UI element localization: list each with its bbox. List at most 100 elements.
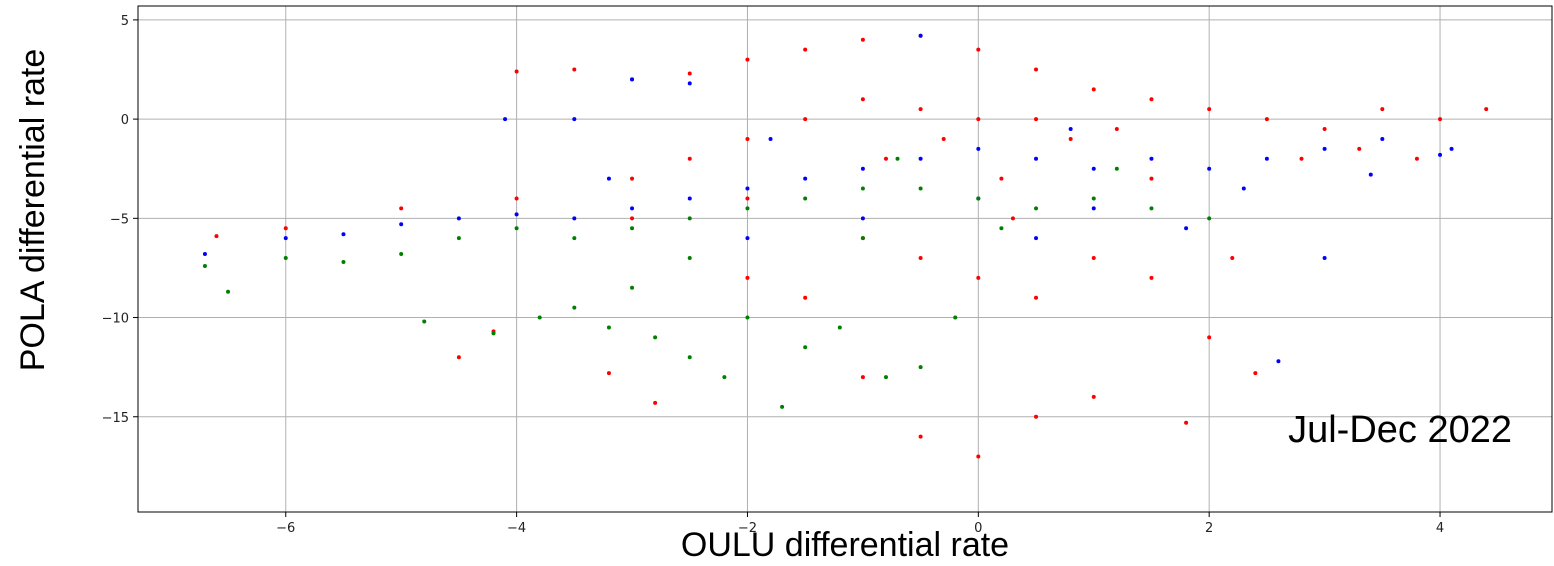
point — [202, 263, 207, 268]
points — [202, 33, 1489, 459]
point — [918, 256, 923, 261]
point — [514, 212, 519, 217]
point — [1253, 371, 1258, 376]
point — [722, 375, 727, 380]
point — [1149, 97, 1154, 102]
point — [976, 47, 981, 52]
x-tick-label: 0 — [974, 521, 982, 536]
point — [780, 404, 785, 409]
x-axis-label: OULU differential rate — [681, 526, 1009, 564]
point — [1091, 256, 1096, 261]
point — [283, 226, 288, 231]
x-tick-label: 4 — [1436, 521, 1444, 536]
grid — [138, 6, 1552, 512]
point — [1207, 216, 1212, 221]
point — [1010, 216, 1015, 221]
point — [1149, 275, 1154, 280]
point — [1091, 206, 1096, 211]
point — [745, 196, 750, 201]
y-tick-label: −10 — [102, 312, 129, 327]
point — [1449, 146, 1454, 151]
point — [1207, 107, 1212, 112]
point — [1368, 172, 1373, 177]
point — [976, 454, 981, 459]
point — [745, 315, 750, 320]
point — [1438, 117, 1443, 122]
ticks: −6 −4 −2 0 2 4 5 0 −5 −10 −15 — [102, 14, 1445, 536]
point — [1438, 152, 1443, 157]
point — [1091, 196, 1096, 201]
point — [1241, 186, 1246, 191]
point — [687, 156, 692, 161]
point — [606, 371, 611, 376]
point — [1299, 156, 1304, 161]
point — [1068, 136, 1073, 141]
point — [1114, 166, 1119, 171]
point — [687, 71, 692, 76]
point — [768, 136, 773, 141]
point — [883, 156, 888, 161]
point — [1322, 127, 1327, 132]
point — [630, 216, 635, 221]
point — [572, 117, 577, 122]
plot-frame — [137, 5, 1553, 513]
point — [456, 216, 461, 221]
point — [687, 216, 692, 221]
point — [572, 67, 577, 72]
point — [630, 226, 635, 231]
point — [491, 331, 496, 336]
point — [860, 375, 865, 380]
point — [999, 176, 1004, 181]
x-tick-label: 2 — [1205, 521, 1213, 536]
x-tick-label: −6 — [276, 521, 295, 536]
point — [1207, 166, 1212, 171]
point — [745, 136, 750, 141]
point — [895, 156, 900, 161]
point — [1034, 295, 1039, 300]
point — [606, 325, 611, 330]
point — [341, 259, 346, 264]
point — [745, 186, 750, 191]
point — [953, 315, 958, 320]
point — [653, 335, 658, 340]
point — [1149, 156, 1154, 161]
point — [918, 365, 923, 370]
point — [803, 345, 808, 350]
point — [860, 236, 865, 241]
point — [803, 196, 808, 201]
point — [653, 400, 658, 405]
point — [1091, 87, 1096, 92]
point — [514, 69, 519, 74]
point — [687, 355, 692, 360]
point — [745, 57, 750, 62]
point — [803, 176, 808, 181]
point — [1380, 107, 1385, 112]
annotation: Jul-Dec 2022 — [1288, 409, 1512, 451]
point — [630, 285, 635, 290]
point — [1034, 117, 1039, 122]
point — [572, 216, 577, 221]
point — [860, 186, 865, 191]
point — [514, 226, 519, 231]
point — [1357, 146, 1362, 151]
point — [1068, 127, 1073, 132]
point — [918, 33, 923, 38]
point — [399, 206, 404, 211]
point — [1276, 359, 1281, 364]
point — [1091, 394, 1096, 399]
x-tick-label: −2 — [738, 521, 757, 536]
point — [976, 196, 981, 201]
point — [860, 166, 865, 171]
point — [630, 77, 635, 82]
point — [1114, 127, 1119, 132]
point — [976, 275, 981, 280]
point — [1230, 256, 1235, 261]
point — [572, 305, 577, 310]
point — [214, 234, 219, 239]
point — [1034, 206, 1039, 211]
point — [514, 196, 519, 201]
point — [687, 196, 692, 201]
point — [202, 252, 207, 257]
point — [918, 156, 923, 161]
